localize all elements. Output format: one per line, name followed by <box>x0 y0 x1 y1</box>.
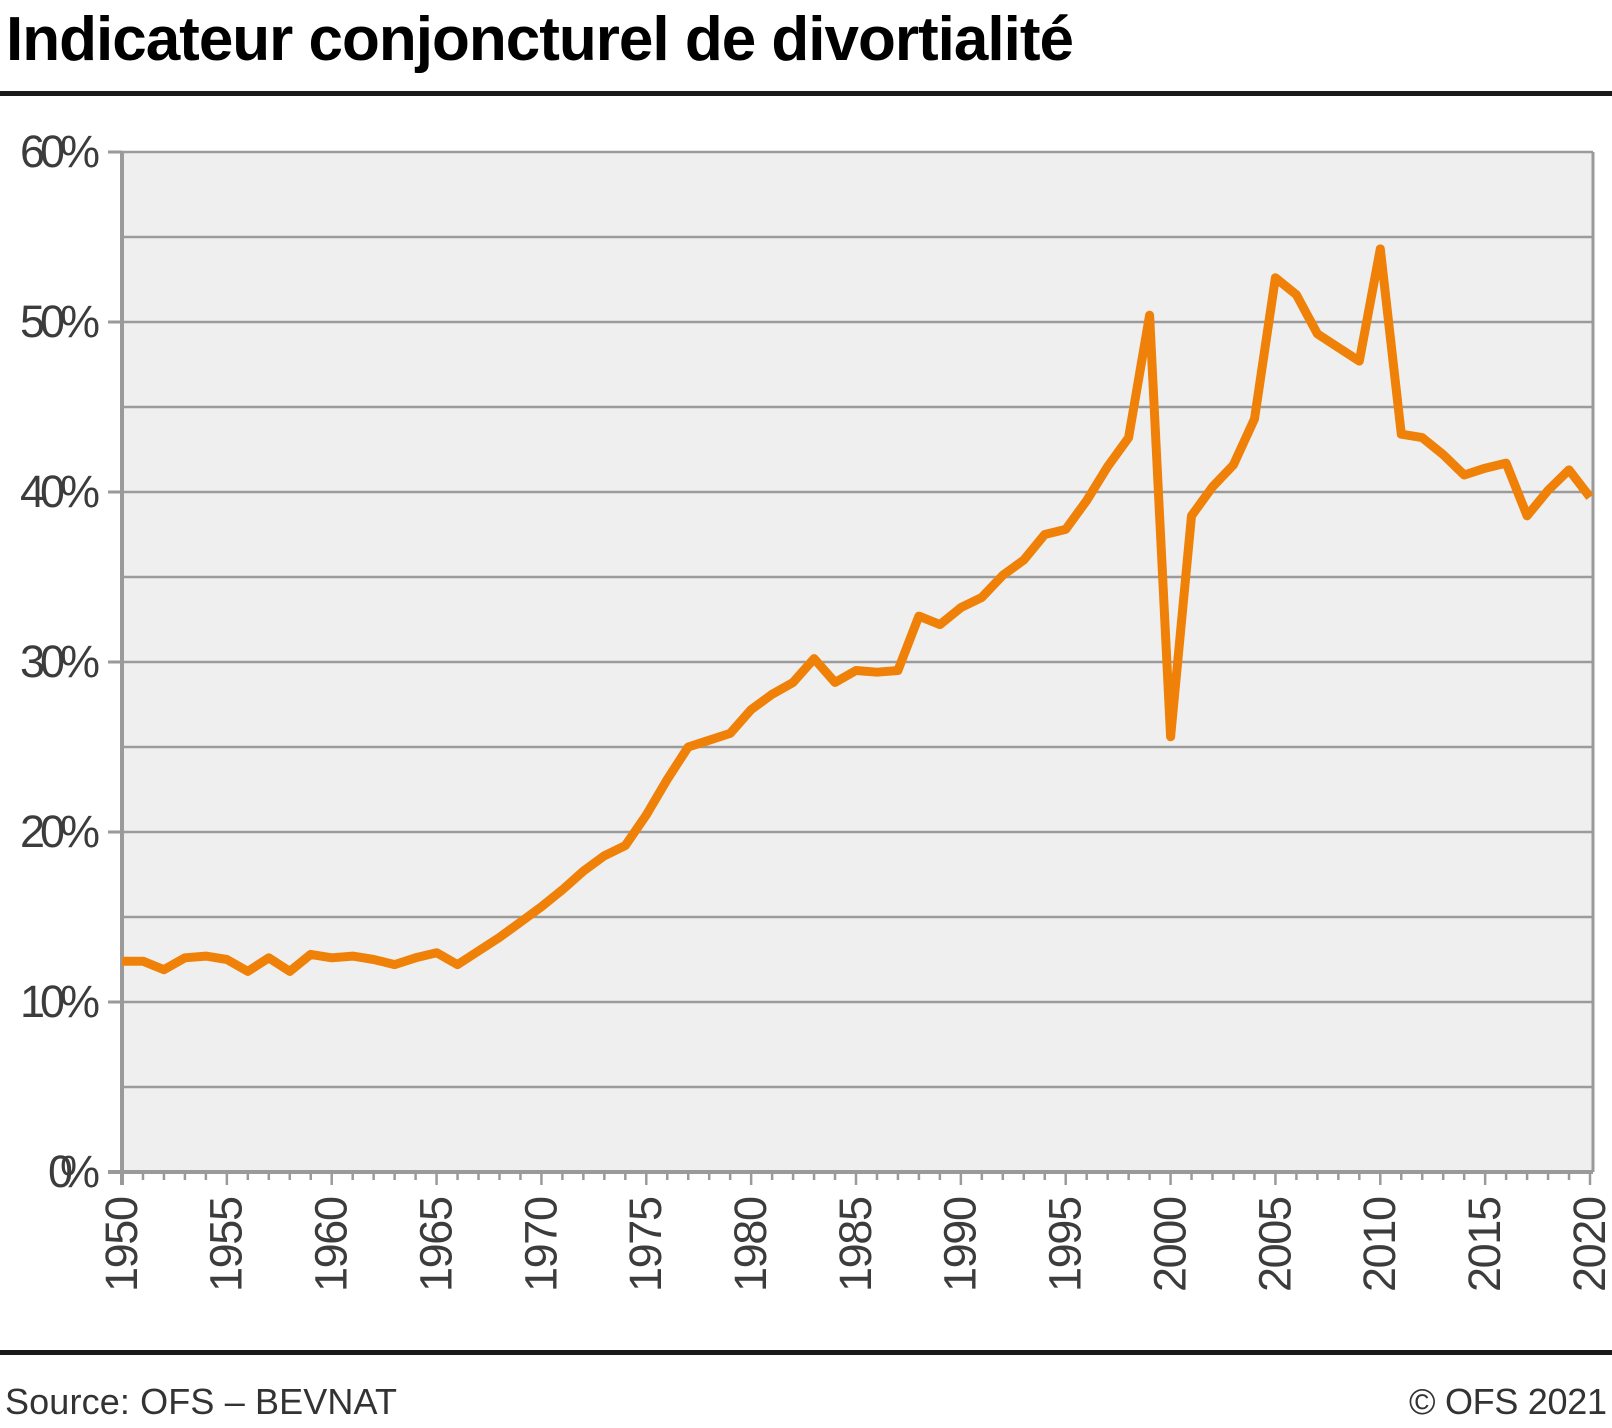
x-tick-label: 2010 <box>1354 1196 1405 1292</box>
x-tick-label: 1985 <box>830 1196 881 1292</box>
x-tick-label: 1970 <box>515 1196 566 1292</box>
x-tick-label: 1995 <box>1040 1196 1091 1292</box>
y-tick-label: 0% <box>48 1146 100 1197</box>
x-tick-label: 1965 <box>410 1196 461 1292</box>
footer-rule <box>0 1350 1612 1355</box>
x-tick-label: 1980 <box>725 1196 776 1292</box>
page-title: Indicateur conjoncturel de divortialité <box>6 5 1074 74</box>
x-tick-label: 2020 <box>1564 1196 1612 1292</box>
x-tick-label: 2015 <box>1459 1196 1510 1292</box>
source-note: Source: OFS – BEVNAT <box>5 1381 397 1422</box>
divorce-indicator-line <box>122 244 1594 976</box>
y-tick-label: 20% <box>20 806 100 857</box>
x-tick-label: 1990 <box>935 1196 986 1292</box>
y-tick-label: 40% <box>20 466 100 517</box>
x-tick-label: 1975 <box>620 1196 671 1292</box>
y-tick-label: 10% <box>20 976 100 1027</box>
y-tick-label: 50% <box>20 296 100 347</box>
line-chart: 0% 10% 20% 30% 40% 50% 60% 1950 1955 1960 1965 1970… <box>20 126 1612 1292</box>
title-rule <box>0 91 1612 96</box>
x-tick-label: 2005 <box>1249 1196 1300 1292</box>
x-tick-label: 2000 <box>1144 1196 1195 1292</box>
y-tick-label: 60% <box>20 126 100 177</box>
y-tick-label: 30% <box>20 636 100 687</box>
x-tick-label: 1950 <box>96 1196 147 1292</box>
x-tick-label: 1960 <box>306 1196 357 1292</box>
x-tick-label: 1955 <box>201 1196 252 1292</box>
copyright-note: © OFS 2021 <box>1409 1381 1607 1422</box>
